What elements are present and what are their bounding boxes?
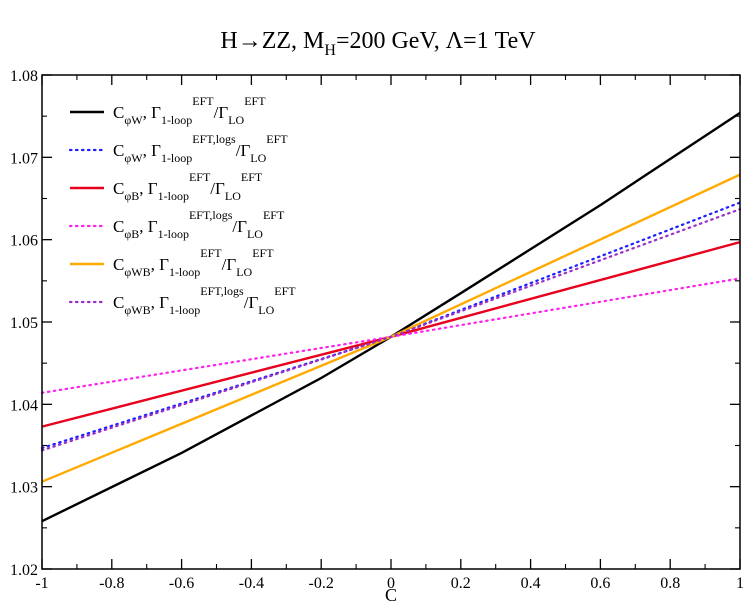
x-tick-label: 0: [387, 575, 395, 592]
legend: CφW, Γ1-loopEFT/ΓLOEFT CφW, Γ1-loopEFT,lo…: [68, 94, 296, 317]
y-tick-label: 1.06: [10, 233, 38, 250]
y-tick-label: 1.07: [10, 150, 38, 167]
y-tick-label: 1.02: [10, 562, 38, 579]
x-tick-label: 0.4: [521, 575, 541, 592]
x-tick-label: 0.2: [451, 575, 471, 592]
x-tick-label: -0.4: [239, 575, 264, 592]
legend-label-2: CφW, Γ1-loopEFT,logs/ΓLOEFT: [113, 132, 288, 165]
legend-label-5: CφWB, Γ1-loopEFT/ΓLOEFT: [113, 246, 274, 279]
svg-text:H→ZZ, MH=200 GeV, Λ=1 TeV: H→ZZ, MH=200 GeV, Λ=1 TeV: [220, 28, 536, 59]
x-tick-label: -0.6: [169, 575, 194, 592]
y-tick-labels: 1.02 1.03 1.04 1.05 1.06 1.07 1.08: [10, 68, 38, 579]
axis-ticks: [41, 74, 741, 570]
y-tick-label: 1.04: [10, 397, 38, 414]
x-tick-label: 1: [736, 575, 744, 592]
y-tick-label: 1.05: [10, 315, 38, 332]
series-line-6: [40, 208, 742, 452]
title-sub: H: [324, 42, 336, 59]
x-tick-label: 0.8: [660, 575, 680, 592]
x-tick-label: -0.2: [309, 575, 334, 592]
x-tick-label: -1: [35, 575, 48, 592]
legend-label-6: CφWB, Γ1-loopEFT,logs/ΓLOEFT: [113, 284, 296, 317]
x-axis-label: C: [385, 585, 397, 605]
series-line-1: [41, 111, 741, 523]
legend-label-1: CφW, Γ1-loopEFT/ΓLOEFT: [113, 94, 266, 127]
plot-series: [40, 111, 742, 523]
y-tick-label: 1.03: [10, 480, 38, 497]
x-tick-label: 0.6: [590, 575, 610, 592]
legend-label-4: CφB, Γ1-loopEFT,logs/ΓLOEFT: [113, 208, 285, 241]
y-tick-label: 1.08: [10, 68, 38, 85]
plot-frame: [41, 74, 741, 570]
series-line-2: [40, 201, 742, 450]
x-tick-label: -0.8: [99, 575, 124, 592]
title-rest: =200 GeV, Λ=1 TeV: [336, 28, 536, 54]
chart-title: H→ZZ, MH=200 GeV, Λ=1 TeV: [220, 28, 536, 59]
x-tick-labels: -1 -0.8 -0.6 -0.4 -0.2 0 0.2 0.4 0.6 0.8 1: [35, 575, 744, 592]
title-main: H→ZZ, M: [220, 28, 324, 54]
legend-label-3: CφB, Γ1-loopEFT/ΓLOEFT: [113, 170, 263, 203]
